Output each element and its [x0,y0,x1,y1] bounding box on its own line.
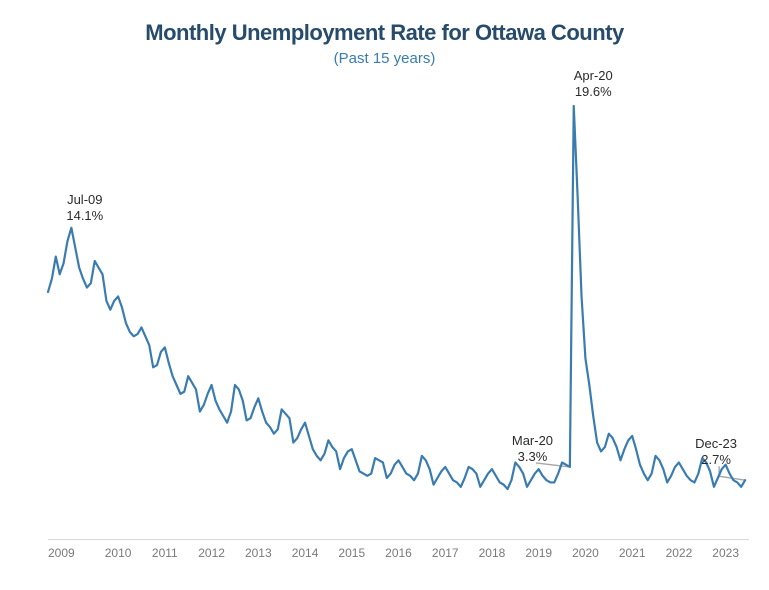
annotation-label: Jul-09 [67,192,102,207]
annotation-value: 19.6% [575,84,612,99]
annotation-value: 2.7% [701,452,731,467]
annotation-value: 14.1% [66,208,103,223]
annotation-value: 3.3% [518,449,548,464]
x-tick-label: 2019 [515,546,562,570]
chart-annotation: Apr-2019.6% [574,68,613,101]
x-tick-label: 2018 [469,546,516,570]
x-tick-label: 2017 [422,546,469,570]
x-tick-label: 2023 [702,546,749,570]
x-tick-label: 2015 [328,546,375,570]
x-tick-label: 2021 [609,546,656,570]
annotation-label: Apr-20 [574,68,613,83]
chart-container: Monthly Unemployment Rate for Ottawa Cou… [0,0,769,590]
x-tick-label: 2013 [235,546,282,570]
chart-annotation: Jul-0914.1% [66,192,103,225]
line-series [48,75,749,540]
x-tick-label: 2014 [282,546,329,570]
chart-title: Monthly Unemployment Rate for Ottawa Cou… [30,20,739,46]
x-tick-label: 2016 [375,546,422,570]
x-tick-label: 2010 [95,546,142,570]
x-tick-label: 2011 [141,546,188,570]
x-axis: 2009201020112012201320142015201620172018… [48,546,749,570]
plot-area: Jul-0914.1%Apr-2019.6%Mar-203.3%Dec-232.… [48,75,749,540]
x-tick-label: 2022 [656,546,703,570]
annotation-label: Mar-20 [512,433,553,448]
chart-annotation: Dec-232.7% [695,436,737,469]
annotation-label: Dec-23 [695,436,737,451]
x-tick-label: 2009 [48,546,95,570]
chart-subtitle: (Past 15 years) [30,50,739,67]
x-tick-label: 2020 [562,546,609,570]
x-tick-label: 2012 [188,546,235,570]
chart-annotation: Mar-203.3% [512,433,553,466]
